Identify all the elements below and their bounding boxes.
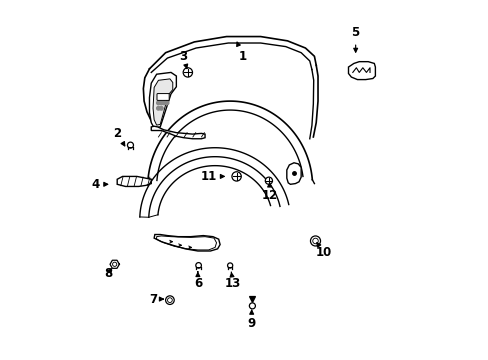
Text: 3: 3 — [179, 50, 187, 68]
Circle shape — [162, 101, 165, 105]
Circle shape — [127, 142, 133, 148]
Text: 2: 2 — [113, 127, 124, 146]
Circle shape — [159, 101, 163, 105]
Text: 12: 12 — [261, 183, 277, 202]
Polygon shape — [153, 79, 172, 125]
Circle shape — [312, 238, 318, 244]
Circle shape — [156, 107, 160, 110]
Polygon shape — [348, 62, 375, 80]
Circle shape — [167, 298, 172, 302]
Text: 9: 9 — [247, 310, 255, 330]
Circle shape — [165, 101, 168, 105]
Polygon shape — [286, 163, 301, 184]
FancyBboxPatch shape — [157, 94, 169, 100]
Circle shape — [195, 262, 201, 268]
Circle shape — [310, 236, 320, 246]
Circle shape — [227, 263, 232, 268]
Circle shape — [231, 172, 241, 181]
Text: 10: 10 — [315, 243, 331, 259]
Text: 7: 7 — [149, 293, 163, 306]
Circle shape — [183, 68, 192, 77]
Polygon shape — [117, 176, 151, 186]
Circle shape — [159, 107, 163, 110]
Polygon shape — [151, 126, 204, 139]
Text: 5: 5 — [351, 27, 359, 52]
Text: 4: 4 — [91, 178, 107, 191]
Circle shape — [165, 296, 174, 305]
Circle shape — [265, 177, 272, 184]
Text: 13: 13 — [224, 272, 241, 291]
Text: 11: 11 — [200, 170, 224, 183]
Text: 8: 8 — [104, 267, 112, 280]
Polygon shape — [110, 260, 119, 268]
Circle shape — [156, 101, 160, 105]
Circle shape — [249, 303, 255, 309]
Text: 1: 1 — [236, 42, 246, 63]
Circle shape — [112, 262, 117, 266]
Text: 6: 6 — [193, 272, 202, 291]
Polygon shape — [154, 234, 220, 251]
Polygon shape — [149, 72, 176, 128]
